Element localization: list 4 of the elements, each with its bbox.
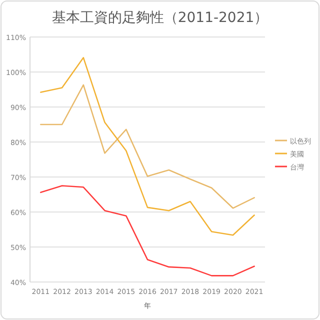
line-series [40, 57, 255, 236]
line-series [40, 84, 255, 209]
chart-title: 基本工資的足夠性（2011-2021） [52, 10, 268, 26]
line-series [40, 185, 255, 276]
